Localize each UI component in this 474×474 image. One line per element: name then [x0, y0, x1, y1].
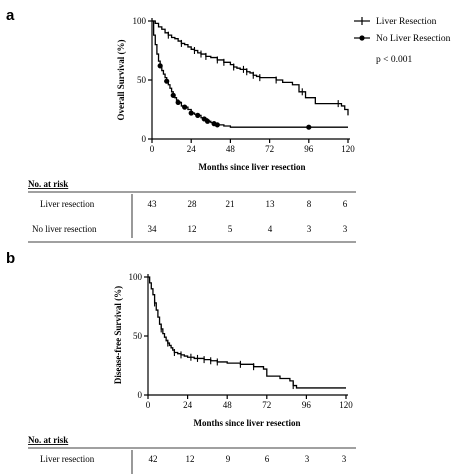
- panel-a-legend: Liver Resection No Liver Resection: [354, 17, 451, 44]
- panel-a-series-2-censor-point: [214, 122, 220, 128]
- panel-a-xtick-label: 96: [304, 144, 314, 154]
- panel-a-series-1-line: [152, 20, 349, 116]
- panel-a-series-2-censor-point: [170, 92, 176, 98]
- panel-b-ytick-label: 0: [138, 390, 143, 400]
- panel-b-xtick-label: 96: [302, 400, 312, 410]
- panel-a-xtick-label: 120: [341, 144, 355, 154]
- panel-a-series-2-censor-point: [164, 78, 170, 84]
- panel-b-xtick-label: 24: [183, 400, 193, 410]
- panel-a-series-2-censor-point: [204, 118, 211, 124]
- panel-a-series-2-censor-point: [195, 112, 201, 118]
- panel-a-series-2-line: [152, 20, 348, 128]
- panel-b-risk-value: 42: [149, 454, 158, 464]
- panel-a-risk-value: 3: [343, 224, 348, 234]
- panel-a-letter: a: [6, 7, 15, 24]
- panel-b-ylabel: Disease-free Survival (%): [113, 286, 123, 384]
- panel-a-risk-value: 13: [266, 199, 276, 209]
- panel-a-risk-value: 21: [226, 199, 235, 209]
- panel-b-risk-value: 3: [342, 454, 347, 464]
- panel-a-ytick-label: 0: [142, 134, 147, 144]
- panel-b-ytick-label: 50: [133, 331, 143, 341]
- panel-a-xtick-label: 24: [187, 144, 197, 154]
- panel-a-xtick-label: 0: [150, 144, 155, 154]
- panel-a-xtick-label: 48: [226, 144, 236, 154]
- panel-b-xlabel: Months since liver resection: [194, 418, 301, 428]
- panel-b-risk-label-row1: Liver resection: [40, 454, 95, 464]
- legend-circle-marker: [359, 35, 365, 41]
- legend-label-no-liver-resection: No Liver Resection: [376, 34, 451, 44]
- panel-a-series-2-censor-point: [182, 104, 188, 110]
- panel-b-xtick-label: 72: [262, 400, 271, 410]
- panel-a-risk-value: 12: [188, 224, 197, 234]
- panel-a-risk-value: 3: [307, 224, 312, 234]
- panel-b-risk-value: 6: [265, 454, 270, 464]
- panel-a-series-2-censor-point: [175, 99, 181, 106]
- panel-a-pvalue: p < 0.001: [376, 55, 412, 65]
- panel-b-xtick-label: 48: [223, 400, 233, 410]
- panel-a-series-2-censor-point: [306, 124, 312, 130]
- panel-b-series-1-line: [148, 276, 346, 389]
- panel-a-ytick-label: 50: [137, 75, 147, 85]
- panel-a-risk-label-row2: No liver resection: [32, 224, 97, 234]
- panel-b-risk-value: 9: [226, 454, 231, 464]
- panel-a-risk-value: 43: [148, 199, 158, 209]
- panel-a-risk-value: 28: [188, 199, 198, 209]
- panel-a-risk-value: 6: [343, 199, 348, 209]
- legend-label-liver-resection: Liver Resection: [376, 17, 437, 27]
- panel-a-risk-value: 4: [268, 224, 273, 234]
- panel-b-letter: b: [6, 250, 15, 267]
- panel-a-risk-header: No. at risk: [28, 179, 68, 189]
- panel-b-risk-value: 12: [186, 454, 195, 464]
- panel-a-risk-value: 34: [148, 224, 158, 234]
- panel-b-xtick-label: 120: [339, 400, 353, 410]
- panel-a-series-2-censor-point: [157, 63, 163, 69]
- panel-a-xlabel: Months since liver resection: [199, 162, 306, 172]
- panel-a-series-2-censor-point: [188, 110, 194, 116]
- panel-a-risk-value: 5: [228, 224, 233, 234]
- panel-b-risk-header: No. at risk: [28, 435, 68, 445]
- panel-a-ytick-label: 100: [133, 16, 147, 26]
- panel-b-risk-value: 3: [305, 454, 310, 464]
- panel-a-risk-value: 8: [307, 199, 312, 209]
- panel-a-xtick-label: 72: [265, 144, 274, 154]
- panel-a-ylabel: Overall Survival (%): [116, 40, 126, 121]
- panel-b-xtick-label: 0: [146, 400, 151, 410]
- panel-b-ytick-label: 100: [129, 272, 143, 282]
- panel-a-risk-label-row1: Liver resection: [40, 199, 95, 209]
